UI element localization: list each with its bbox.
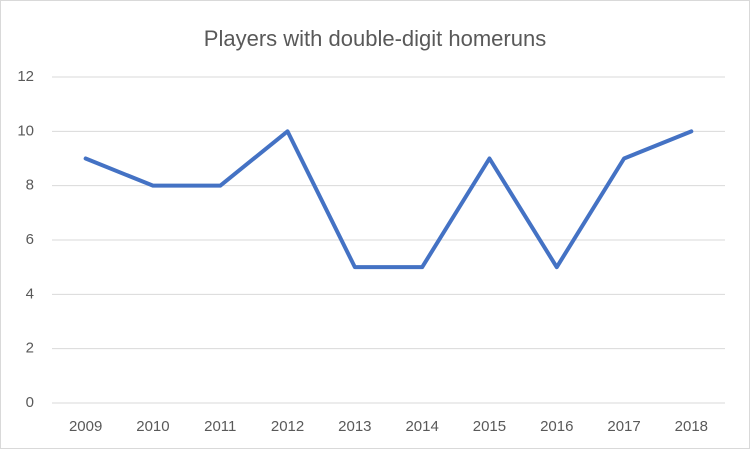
chart-title: Players with double-digit homeruns: [204, 26, 546, 51]
x-tick-label: 2015: [473, 418, 506, 435]
x-tick-label: 2018: [675, 418, 708, 435]
x-tick-label: 2009: [69, 418, 102, 435]
y-tick-label: 0: [26, 394, 34, 411]
y-tick-label: 12: [17, 68, 34, 85]
data-line: [83, 129, 694, 270]
x-tick-label: 2012: [271, 418, 304, 435]
x-tick-label: 2013: [338, 418, 371, 435]
y-tick-label: 10: [17, 122, 34, 139]
y-tick-label: 2: [26, 340, 34, 357]
x-tick-label: 2017: [607, 418, 640, 435]
y-tick-label: 4: [26, 285, 34, 302]
x-tick-label: 2010: [136, 418, 169, 435]
x-tick-label: 2014: [405, 418, 438, 435]
x-tick-label: 2016: [540, 418, 573, 435]
y-tick-label: 8: [26, 177, 34, 194]
y-tick-label: 6: [26, 231, 34, 248]
x-tick-label: 2011: [204, 418, 236, 435]
